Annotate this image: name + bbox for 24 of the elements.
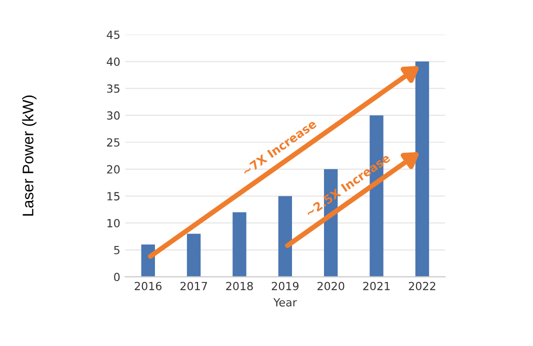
y-tick-label: 45: [106, 30, 120, 39]
y-tick-label: 40: [106, 57, 120, 66]
y-axis-title: Laser Power (kW): [22, 96, 36, 216]
x-tick-label: 2018: [226, 282, 253, 290]
y-tick-label: 5: [114, 246, 120, 254]
y-tick-label: 25: [107, 138, 120, 147]
y-tick-label: 15: [107, 192, 120, 200]
x-tick-label: 2020: [318, 282, 344, 290]
x-tick-label: 2017: [180, 282, 207, 290]
bar: [278, 196, 292, 277]
y-tick-label: 10: [107, 218, 120, 228]
x-axis-title: Year: [273, 298, 297, 307]
x-tick-label: 2021: [363, 282, 390, 290]
bar: [186, 234, 201, 277]
y-tick-label: 20: [107, 165, 120, 174]
bar: [415, 62, 430, 277]
bar: [141, 244, 155, 277]
y-tick-label: 0: [114, 272, 120, 282]
bar: [232, 212, 246, 277]
x-tick-label: 2016: [134, 282, 162, 290]
x-tick-label: 2022: [408, 282, 436, 290]
x-tick-label: 2019: [272, 282, 299, 290]
y-tick-label: 30: [107, 111, 120, 120]
y-tick-label: 35: [107, 84, 120, 93]
